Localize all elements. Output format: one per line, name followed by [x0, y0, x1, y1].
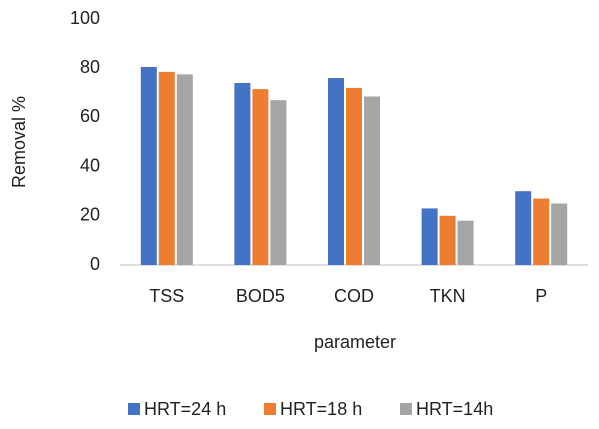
y-tick-label: 100: [70, 8, 100, 28]
y-tick-label: 20: [80, 205, 100, 225]
legend-swatch: [264, 403, 276, 415]
bar: [176, 74, 193, 265]
bar: [457, 220, 474, 265]
legend-label: HRT=24 h: [144, 399, 226, 419]
bar: [364, 96, 380, 266]
y-tick-label: 0: [90, 254, 100, 274]
x-tick-label: P: [535, 286, 547, 306]
legend-swatch: [128, 403, 140, 415]
x-tick-label: TKN: [430, 286, 466, 306]
x-tick-label: BOD5: [236, 286, 285, 306]
legend-label: HRT=14h: [416, 399, 493, 419]
bar: [439, 215, 456, 265]
bar: [515, 191, 532, 265]
bar: [328, 78, 344, 265]
y-axis-label: Removal %: [9, 96, 29, 188]
y-tick-label: 40: [80, 155, 100, 175]
bar: [421, 208, 438, 265]
x-axis-label: parameter: [314, 332, 396, 352]
bar: [346, 87, 362, 265]
bar: [158, 71, 175, 265]
bar: [270, 100, 287, 266]
bar: [551, 203, 568, 265]
x-tick-label: TSS: [149, 286, 184, 306]
bar: [252, 89, 269, 265]
legend-swatch: [400, 403, 412, 415]
legend-label: HRT=18 h: [280, 399, 362, 419]
x-tick-label: COD: [334, 286, 374, 306]
bar: [140, 66, 157, 265]
bar: [533, 198, 550, 265]
y-tick-label: 80: [80, 57, 100, 77]
y-tick-label: 60: [80, 106, 100, 126]
bar: [234, 82, 251, 266]
